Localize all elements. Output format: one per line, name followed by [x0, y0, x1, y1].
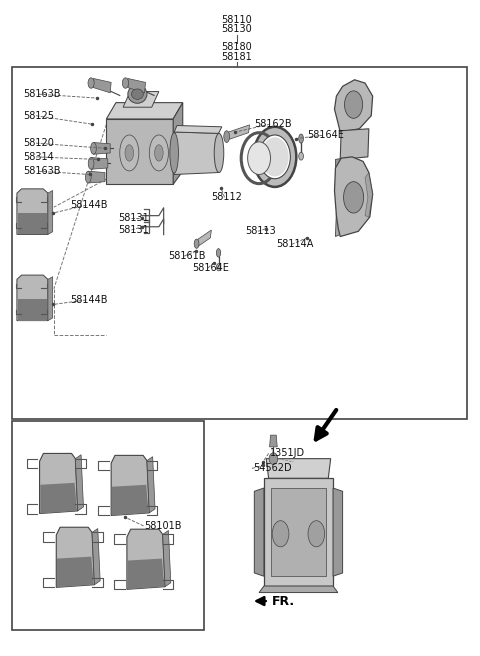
Polygon shape [335, 157, 372, 237]
Polygon shape [40, 483, 77, 514]
Polygon shape [17, 299, 48, 321]
Polygon shape [48, 277, 53, 321]
Polygon shape [123, 92, 159, 107]
Bar [12, 420, 204, 630]
Polygon shape [336, 158, 343, 201]
Ellipse shape [149, 135, 168, 171]
Text: 58114A: 58114A [276, 239, 313, 249]
Polygon shape [91, 157, 108, 169]
Polygon shape [173, 102, 183, 184]
Ellipse shape [214, 133, 224, 173]
Text: 58181: 58181 [221, 52, 252, 62]
Ellipse shape [132, 89, 144, 99]
Polygon shape [92, 529, 100, 584]
Polygon shape [336, 197, 344, 237]
Text: 54562D: 54562D [253, 463, 291, 474]
Polygon shape [365, 173, 372, 217]
Text: 58144B: 58144B [71, 295, 108, 305]
Text: 58131: 58131 [118, 213, 149, 223]
Text: 58144B: 58144B [71, 200, 108, 210]
Polygon shape [163, 531, 171, 586]
Ellipse shape [216, 249, 221, 257]
Polygon shape [128, 79, 145, 93]
Polygon shape [197, 230, 211, 247]
Polygon shape [340, 129, 369, 159]
Ellipse shape [120, 135, 139, 171]
Text: 58113: 58113 [245, 226, 276, 236]
Polygon shape [174, 132, 218, 174]
Polygon shape [271, 488, 326, 576]
Ellipse shape [253, 127, 296, 187]
Bar [12, 67, 467, 419]
Text: 58163B: 58163B [23, 166, 60, 176]
Ellipse shape [299, 134, 303, 143]
Polygon shape [17, 213, 48, 234]
Polygon shape [127, 529, 165, 589]
Polygon shape [56, 527, 95, 587]
Polygon shape [264, 478, 333, 586]
Circle shape [269, 453, 278, 464]
Ellipse shape [170, 133, 179, 173]
Polygon shape [270, 435, 277, 447]
Ellipse shape [88, 157, 94, 169]
Polygon shape [333, 488, 343, 576]
Ellipse shape [91, 142, 96, 154]
Text: 58110: 58110 [221, 14, 252, 25]
Polygon shape [114, 127, 171, 178]
Polygon shape [266, 459, 331, 478]
Text: 58162B: 58162B [254, 119, 292, 129]
Ellipse shape [155, 145, 163, 161]
Polygon shape [88, 171, 105, 183]
Polygon shape [128, 559, 164, 589]
Polygon shape [254, 488, 264, 576]
Ellipse shape [125, 145, 133, 161]
Ellipse shape [122, 78, 129, 89]
Polygon shape [111, 455, 149, 516]
Polygon shape [107, 102, 183, 119]
Ellipse shape [344, 182, 364, 213]
Text: 58314: 58314 [23, 152, 54, 162]
Ellipse shape [345, 91, 363, 118]
Ellipse shape [128, 85, 147, 103]
Text: 58163B: 58163B [23, 89, 60, 99]
Polygon shape [17, 275, 48, 321]
Ellipse shape [85, 171, 91, 183]
Ellipse shape [308, 521, 324, 547]
Ellipse shape [272, 521, 289, 547]
Polygon shape [147, 457, 155, 513]
Ellipse shape [299, 152, 303, 160]
Text: 58164E: 58164E [307, 131, 344, 140]
Ellipse shape [88, 78, 94, 89]
Polygon shape [335, 80, 372, 132]
Polygon shape [17, 189, 48, 234]
Text: 58131: 58131 [118, 225, 149, 235]
Text: 58101B: 58101B [144, 521, 182, 531]
Polygon shape [259, 586, 338, 592]
Ellipse shape [194, 239, 199, 249]
Text: 58130: 58130 [221, 24, 252, 35]
Polygon shape [75, 455, 84, 511]
Text: 58120: 58120 [23, 138, 54, 148]
Text: 58125: 58125 [23, 111, 54, 121]
Polygon shape [39, 453, 78, 514]
Text: 58161B: 58161B [168, 251, 206, 261]
Polygon shape [48, 190, 53, 234]
Polygon shape [107, 119, 173, 184]
Text: 58112: 58112 [211, 192, 242, 202]
Polygon shape [94, 79, 111, 93]
Polygon shape [112, 485, 149, 516]
Ellipse shape [261, 137, 288, 176]
Polygon shape [94, 142, 110, 154]
Polygon shape [57, 557, 94, 587]
Text: 1351JD: 1351JD [270, 449, 305, 459]
Polygon shape [228, 125, 250, 140]
Text: 58180: 58180 [221, 42, 252, 52]
Text: 58164E: 58164E [192, 263, 229, 273]
Ellipse shape [259, 135, 290, 178]
Polygon shape [174, 125, 222, 133]
Text: FR.: FR. [272, 594, 295, 607]
Ellipse shape [248, 142, 271, 174]
Ellipse shape [216, 264, 221, 271]
Ellipse shape [224, 131, 229, 142]
